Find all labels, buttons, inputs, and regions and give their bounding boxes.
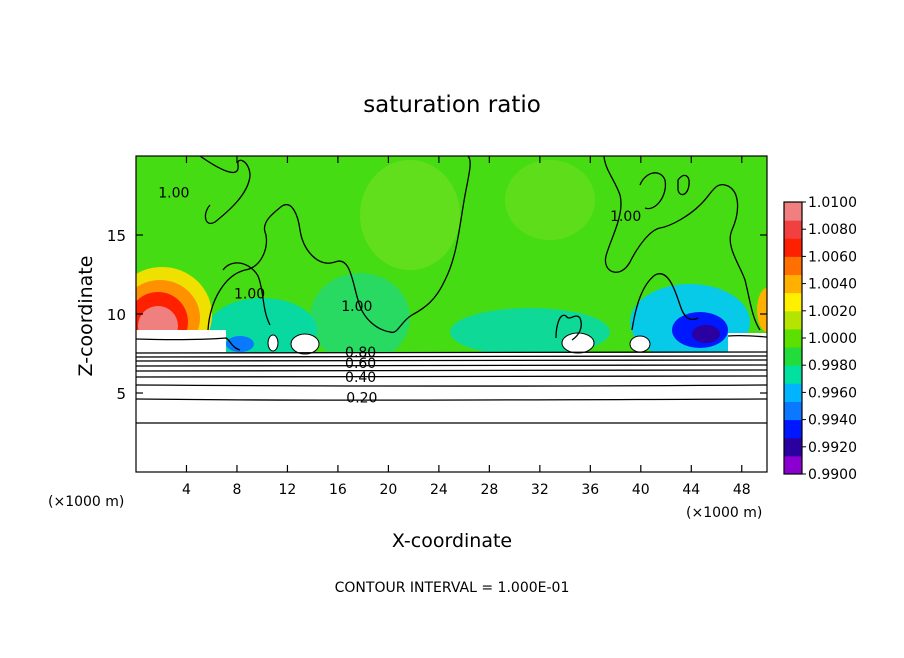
x-tick-label: 12 bbox=[279, 482, 297, 498]
colorbar bbox=[783, 201, 803, 475]
y-tick-label: 15 bbox=[107, 227, 126, 245]
colorbar-segment bbox=[784, 220, 802, 239]
field-yellow-region bbox=[757, 288, 767, 332]
colorbar-segment bbox=[784, 437, 802, 457]
x-tick-label: 4 bbox=[182, 482, 191, 498]
colorbar-tick-label: 0.9920 bbox=[808, 440, 857, 456]
colorbar-ticks: 1.0100 1.0080 1.0060 1.0040 1.0020 1.0000 0.99… bbox=[802, 195, 857, 483]
colorbar-segment bbox=[784, 455, 802, 475]
colorbar-tick-label: 1.0000 bbox=[808, 331, 857, 347]
contour-label: 1.00 bbox=[158, 185, 189, 201]
colorbar-segment bbox=[784, 202, 802, 221]
x-tick-label: 32 bbox=[531, 482, 549, 498]
contour-label: 0.80 bbox=[345, 345, 376, 361]
contour-label: 1.00 bbox=[234, 286, 265, 302]
colorbar-tick-label: 1.0100 bbox=[808, 195, 857, 211]
x-tick-label: 20 bbox=[379, 482, 397, 498]
x-tick-label: 16 bbox=[329, 482, 347, 498]
field-eddy bbox=[561, 332, 595, 354]
field-blue-region bbox=[226, 336, 254, 352]
contour-label: 0.60 bbox=[345, 356, 376, 372]
x-tick-label: 48 bbox=[733, 482, 751, 498]
colorbar-segment bbox=[784, 238, 802, 257]
colorbar-segment bbox=[784, 328, 802, 348]
colorbar-tick-label: 0.9940 bbox=[808, 413, 857, 429]
colorbar-segment bbox=[784, 292, 802, 312]
field-light-patch bbox=[360, 160, 460, 270]
x-tick-label: 28 bbox=[480, 482, 498, 498]
x-axis-label: X-coordinate bbox=[392, 530, 512, 552]
colorbar-tick-label: 0.9980 bbox=[808, 358, 857, 374]
colorbar-tick-label: 1.0040 bbox=[808, 277, 857, 293]
field-navy-region bbox=[692, 325, 720, 343]
field-cyan-region bbox=[310, 273, 410, 363]
colorbar-tick-label: 1.0080 bbox=[808, 222, 857, 238]
x-tick-label: 24 bbox=[430, 482, 448, 498]
y-axis-ticks: 5 10 15 bbox=[107, 227, 767, 403]
contour-label: 1.00 bbox=[610, 209, 641, 225]
contour-label: 0.40 bbox=[345, 370, 376, 386]
chart-title: saturation ratio bbox=[363, 92, 541, 118]
contour-label: 1.00 bbox=[341, 299, 372, 315]
y-axis-label: Z-coordinate bbox=[75, 256, 97, 377]
x-unit-right: (×1000 m) bbox=[686, 505, 762, 521]
colorbar-tick-label: 1.0060 bbox=[808, 249, 857, 265]
field-eddy bbox=[290, 333, 320, 355]
field-right-shelf bbox=[728, 333, 767, 352]
contour-lines-upper bbox=[199, 156, 761, 341]
colorbar-segment bbox=[784, 347, 802, 366]
x-tick-label: 44 bbox=[682, 482, 700, 498]
contour-line-0.20 bbox=[136, 398, 767, 401]
colorbar-segment bbox=[784, 274, 802, 294]
colorbar-tick-label: 0.9900 bbox=[808, 467, 857, 483]
x-unit-left: (×1000 m) bbox=[48, 494, 124, 510]
colorbar-segment bbox=[784, 401, 802, 421]
field-left-shelf bbox=[136, 330, 226, 352]
colorbar-segment bbox=[784, 310, 802, 330]
x-tick-label: 36 bbox=[581, 482, 599, 498]
contour-labels: 0.20 0.400.600.80 1.00 1.00 1.00 1.00 bbox=[158, 185, 641, 407]
x-tick-label: 8 bbox=[232, 482, 241, 498]
colorbar-tick-label: 0.9960 bbox=[808, 385, 857, 401]
colorbar-segment bbox=[784, 419, 802, 439]
field-eddy bbox=[267, 334, 279, 352]
contour-label: 0.20 bbox=[346, 391, 377, 407]
contour-lines-lower bbox=[136, 334, 767, 425]
colorbar-segment bbox=[784, 365, 802, 384]
y-tick-label: 10 bbox=[107, 306, 126, 324]
field-light-patch bbox=[505, 160, 595, 240]
x-tick-label: 40 bbox=[632, 482, 650, 498]
field-subcloud-region bbox=[136, 352, 767, 472]
colorbar-segment bbox=[784, 383, 802, 402]
y-tick-label: 5 bbox=[116, 385, 126, 403]
contour-line-0.80 bbox=[136, 351, 767, 354]
field-eddy bbox=[629, 335, 651, 353]
plot-area: 0.20 0.400.600.80 1.00 1.00 1.00 1.00 bbox=[136, 156, 767, 472]
colorbar-tick-label: 1.0020 bbox=[808, 304, 857, 320]
contour-interval-footer: CONTOUR INTERVAL = 1.000E-01 bbox=[335, 580, 570, 596]
colorbar-segment bbox=[784, 256, 802, 276]
x-axis-ticks: 4 8 12 16 20 24 28 32 36 40 44 48 bbox=[182, 156, 751, 498]
